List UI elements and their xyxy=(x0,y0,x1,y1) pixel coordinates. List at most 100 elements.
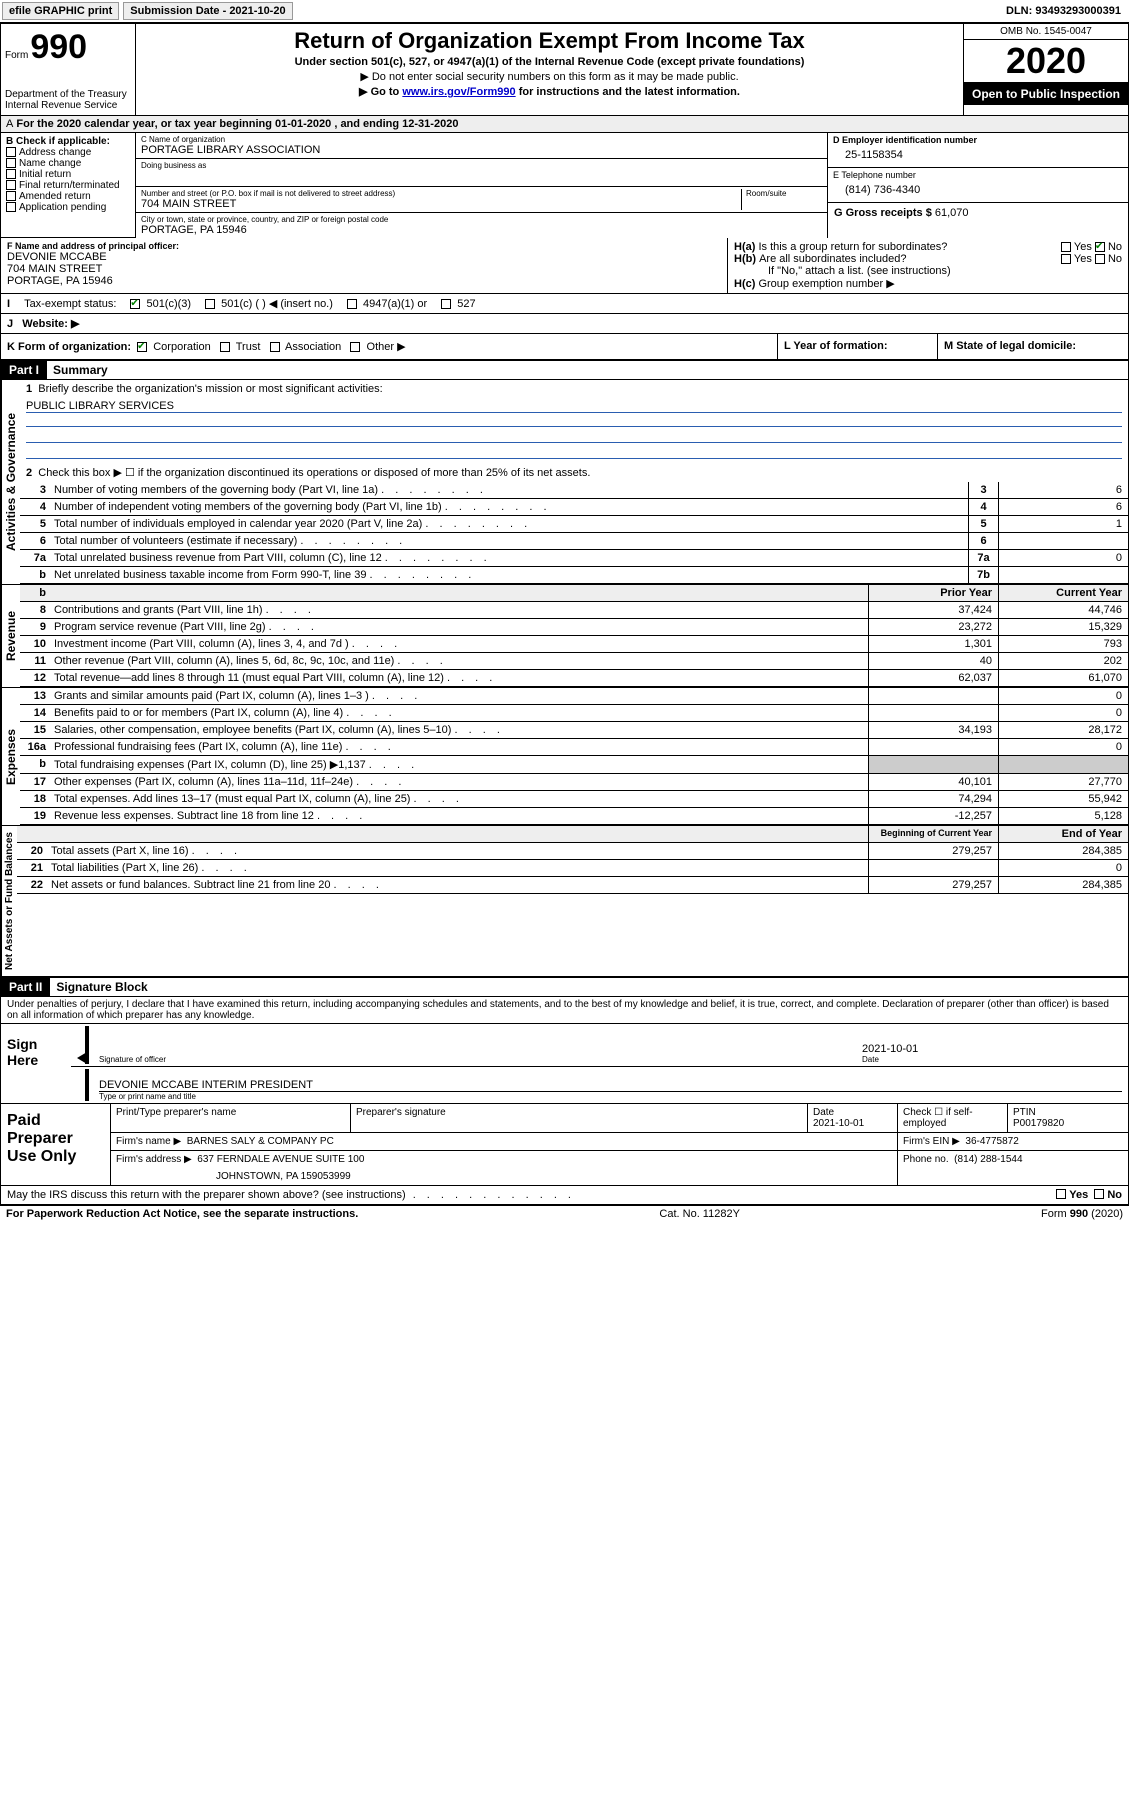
hb-no-checkbox[interactable] xyxy=(1095,254,1105,264)
527-checkbox[interactable] xyxy=(441,299,451,309)
column-header-row: b Prior Year Current Year xyxy=(20,585,1128,602)
association-label: Association xyxy=(285,341,341,353)
hc-text: Group exemption number ▶ xyxy=(758,278,894,290)
application-pending-label: Application pending xyxy=(19,202,106,213)
dba-label: Doing business as xyxy=(141,161,822,170)
expenses-section: Expenses 13Grants and similar amounts pa… xyxy=(1,688,1128,826)
hb-note: If "No," attach a list. (see instruction… xyxy=(734,265,1122,277)
instructions-line: ▶ Go to www.irs.gov/Form990 for instruct… xyxy=(142,85,957,98)
form-number: 990 xyxy=(30,28,87,67)
goto-post: for instructions and the latest informat… xyxy=(516,86,740,98)
signature-block: Sign Here Signature of officer 2021-10-0… xyxy=(1,1024,1128,1104)
tax-period-bar: A For the 2020 calendar year, or tax yea… xyxy=(1,116,1128,133)
name-change-checkbox[interactable] xyxy=(6,158,16,168)
summary-line: 3Number of voting members of the governi… xyxy=(20,482,1128,499)
net-column-header-row: Beginning of Current Year End of Year xyxy=(17,826,1128,843)
summary-line: 10Investment income (Part VIII, column (… xyxy=(20,636,1128,653)
final-return-checkbox[interactable] xyxy=(6,180,16,190)
amended-return-checkbox[interactable] xyxy=(6,191,16,201)
k-label: K Form of organization: xyxy=(7,341,131,353)
summary-line: 8Contributions and grants (Part VIII, li… xyxy=(20,602,1128,619)
page-footer: For Paperwork Reduction Act Notice, see … xyxy=(0,1206,1129,1222)
officer-group-row: F Name and address of principal officer:… xyxy=(1,238,1128,294)
dln-label: DLN: 93493293000391 xyxy=(1006,5,1127,17)
ha-yes: Yes xyxy=(1074,241,1092,253)
corporation-label: Corporation xyxy=(153,341,210,353)
ssn-warning: ▶ Do not enter social security numbers o… xyxy=(142,70,957,83)
header-left: Form 990 Department of the Treasury Inte… xyxy=(1,24,136,115)
net-assets-section: Net Assets or Fund Balances Beginning of… xyxy=(1,826,1128,977)
box-de: D Employer identification number 25-1158… xyxy=(828,133,1128,238)
hb-yes-checkbox[interactable] xyxy=(1061,254,1071,264)
initial-return-checkbox[interactable] xyxy=(6,169,16,179)
preparer-date: 2021-10-01 xyxy=(813,1118,892,1129)
header-middle: Return of Organization Exempt From Incom… xyxy=(136,24,963,115)
tax-exempt-label: Tax-exempt status: xyxy=(24,298,116,310)
org-name: PORTAGE LIBRARY ASSOCIATION xyxy=(141,144,822,156)
part-i-title: Summary xyxy=(47,361,114,379)
discuss-question: May the IRS discuss this return with the… xyxy=(7,1189,406,1201)
application-pending-checkbox[interactable] xyxy=(6,202,16,212)
city-value: PORTAGE, PA 15946 xyxy=(141,224,822,236)
submission-date-button[interactable]: Submission Date - 2021-10-20 xyxy=(123,2,292,20)
dept-label: Department of the Treasury xyxy=(5,89,131,100)
501c3-checkbox[interactable] xyxy=(130,299,140,309)
box-b: B Check if applicable: Address change Na… xyxy=(1,133,136,238)
preparer-block: Paid Preparer Use Only Print/Type prepar… xyxy=(1,1104,1128,1186)
summary-line: 19Revenue less expenses. Subtract line 1… xyxy=(20,808,1128,825)
sign-date: 2021-10-01 xyxy=(862,1043,1122,1055)
form-of-org-row: K Form of organization: Corporation Trus… xyxy=(1,334,1128,360)
hb-no: No xyxy=(1108,253,1122,265)
officer-city: PORTAGE, PA 15946 xyxy=(7,275,721,287)
street-label: Number and street (or P.O. box if mail i… xyxy=(141,189,737,198)
501c-label: 501(c) ( ) ◀ (insert no.) xyxy=(221,298,333,310)
501c-checkbox[interactable] xyxy=(205,299,215,309)
form990-link[interactable]: www.irs.gov/Form990 xyxy=(402,86,515,98)
other-checkbox[interactable] xyxy=(350,342,360,352)
4947-checkbox[interactable] xyxy=(347,299,357,309)
name-change-label: Name change xyxy=(19,158,81,169)
street-value: 704 MAIN STREET xyxy=(141,198,737,210)
trust-checkbox[interactable] xyxy=(220,342,230,352)
discontinued-question: Check this box ▶ ☐ if the organization d… xyxy=(38,467,590,479)
goto-pre: ▶ Go to xyxy=(359,86,402,98)
end-year-header: End of Year xyxy=(998,826,1128,842)
form-990-container: Form 990 Department of the Treasury Inte… xyxy=(0,23,1129,1206)
perjury-declaration: Under penalties of perjury, I declare th… xyxy=(1,997,1128,1024)
sign-date-label: Date xyxy=(862,1055,1122,1064)
top-toolbar: efile GRAPHIC print Submission Date - 20… xyxy=(0,0,1129,23)
officer-label: F Name and address of principal officer: xyxy=(7,241,721,251)
footer-right: Form 990 (2020) xyxy=(1041,1208,1123,1220)
part-i-tab: Part I xyxy=(1,361,47,379)
summary-line: 11Other revenue (Part VIII, column (A), … xyxy=(20,653,1128,670)
state-domicile-label: M State of legal domicile: xyxy=(944,340,1076,352)
address-change-checkbox[interactable] xyxy=(6,147,16,157)
summary-line: 7aTotal unrelated business revenue from … xyxy=(20,550,1128,567)
ha-yes-checkbox[interactable] xyxy=(1061,242,1071,252)
ha-no-checkbox[interactable] xyxy=(1095,242,1105,252)
discuss-yes-checkbox[interactable] xyxy=(1056,1189,1066,1199)
ein-label: D Employer identification number xyxy=(833,135,1123,145)
box-f: F Name and address of principal officer:… xyxy=(1,238,728,293)
firm-name-label: Firm's name ▶ xyxy=(116,1136,181,1147)
final-return-label: Final return/terminated xyxy=(19,180,120,191)
officer-name: DEVONIE MCCABE xyxy=(7,251,721,263)
header-right: OMB No. 1545-0047 2020 Open to Public In… xyxy=(963,24,1128,115)
governance-section: Activities & Governance 1 Briefly descri… xyxy=(1,380,1128,585)
preparer-name-label: Print/Type preparer's name xyxy=(116,1107,345,1118)
expenses-vlabel: Expenses xyxy=(1,688,20,825)
ein-value: 25-1158354 xyxy=(833,145,1123,165)
firm-name: BARNES SALY & COMPANY PC xyxy=(187,1136,334,1147)
summary-line: 5Total number of individuals employed in… xyxy=(20,516,1128,533)
phone-value: (814) 736-4340 xyxy=(833,180,1123,200)
efile-button[interactable]: efile GRAPHIC print xyxy=(2,2,119,20)
firm-phone-label: Phone no. xyxy=(903,1154,949,1165)
association-checkbox[interactable] xyxy=(270,342,280,352)
current-year-header: Current Year xyxy=(998,585,1128,601)
ptin-label: PTIN xyxy=(1013,1107,1123,1118)
officer-sig-label: Signature of officer xyxy=(99,1055,862,1064)
summary-line: 13Grants and similar amounts paid (Part … xyxy=(20,688,1128,705)
form-subtitle: Under section 501(c), 527, or 4947(a)(1)… xyxy=(142,56,957,68)
discuss-no-checkbox[interactable] xyxy=(1094,1189,1104,1199)
corporation-checkbox[interactable] xyxy=(137,342,147,352)
